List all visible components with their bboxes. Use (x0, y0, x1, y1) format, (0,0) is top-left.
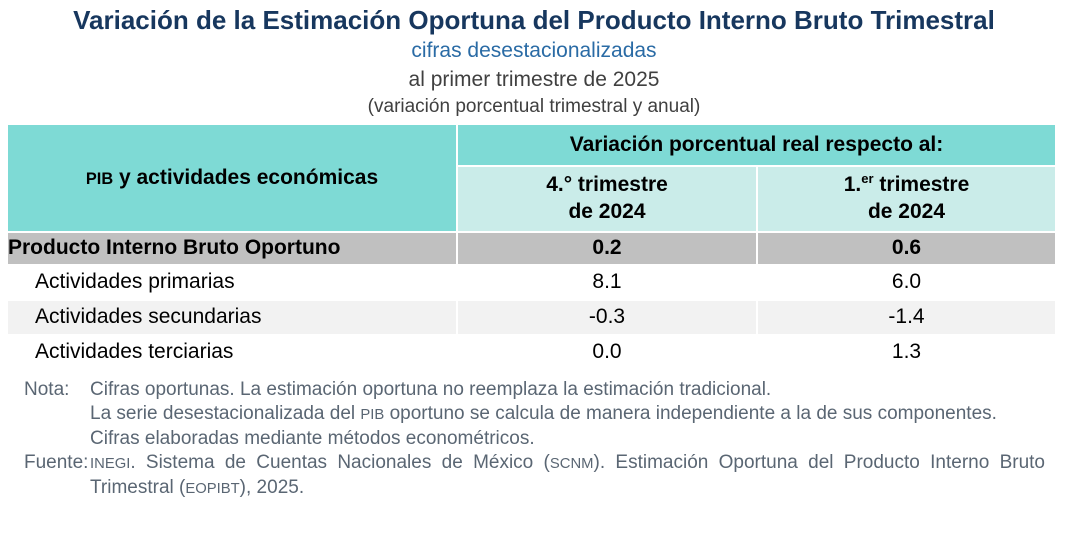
row-label: Actividades terciarias (8, 333, 457, 369)
fuente-text-a6: ), 2025. (239, 476, 305, 498)
value-vs-q1: -1.4 (755, 298, 1056, 335)
table-row-terciarias: Actividades terciarias 0.0 1.3 (8, 333, 1056, 369)
header-block: Variación de la Estimación Oportuna del … (0, 5, 1068, 118)
table-row-secundarias: Actividades secundarias -0.3 -1.4 (8, 298, 1056, 335)
value-vs-q4: 0.0 (456, 333, 757, 369)
pib-acronym: PIB (85, 169, 114, 188)
value-vs-q4: 0.2 (456, 230, 757, 265)
fuente-body: INEGI. Sistema de Cuentas Nacionales de … (90, 451, 1045, 501)
stub-header-text: y actividades económicas (113, 165, 379, 189)
pib-acronym: PIB (360, 406, 385, 423)
note-line-2-a: La serie desestacionalizada del (90, 402, 361, 424)
value-vs-q1: 6.0 (755, 263, 1056, 300)
table-header-row-cols: 4.° trimestre de 2024 1.er trimestre de 20… (8, 165, 1056, 232)
col-header-vs-q1-2024: 1.er trimestre de 2024 (755, 165, 1056, 232)
q1-ordinal-sup: er (861, 171, 874, 187)
note-line-2-b: oportuno se calcula de manera independie… (384, 402, 997, 424)
fuente-label: Fuente: (24, 451, 89, 473)
fuente-text-a4: ). Estimación Oportuna del Producto Inte… (90, 451, 1045, 498)
value-vs-q4: -0.3 (456, 298, 757, 335)
note-line-1: Cifras oportunas. La estimación oportuna… (90, 378, 772, 400)
table-header-row-group: PIB y actividades económicas Variación p… (8, 124, 1056, 232)
table-row-pib-oportuno: Producto Interno Bruto Oportuno 0.2 0.6 (8, 230, 1056, 265)
group-header-cell: Variación porcentual real respecto al: (455, 124, 1056, 167)
value-vs-q1: 0.6 (755, 230, 1056, 265)
nota-label: Nota: (24, 378, 70, 400)
note-line-3: Cifras elaboradas mediante métodos econo… (90, 427, 535, 449)
scnm-acronym: SCNM (549, 455, 594, 472)
eopibt-acronym: EOPIBT (185, 480, 240, 497)
row-label: Producto Interno Bruto Oportuno (8, 230, 457, 265)
row-label: Actividades secundarias (8, 298, 457, 335)
page-title: Variación de la Estimación Oportuna del … (73, 5, 995, 35)
q1-num: 1. (843, 173, 862, 197)
note-line-2: La serie desestacionalizada del PIB opor… (90, 402, 1045, 427)
notes-section: Nota: Cifras oportunas. La estimación op… (24, 378, 1045, 501)
q4-line1: 4.° trimestre (546, 173, 668, 197)
fuente-text: INEGI. Sistema de Cuentas Nacionales de … (90, 451, 1045, 501)
fuente-text-a2: . Sistema de Cuentas Nacionales de Méxic… (130, 451, 550, 473)
subtitle-period: al primer trimestre de 2025 (408, 67, 660, 91)
value-vs-q1: 1.3 (755, 333, 1056, 369)
subtitle-units: (variación porcentual trimestral y anual… (367, 95, 701, 117)
q4-line2: de 2024 (568, 199, 646, 223)
row-label: Actividades primarias (8, 263, 457, 300)
fuente-block: Fuente: INEGI. Sistema de Cuentas Nacion… (24, 451, 1045, 501)
nota-body: Cifras oportunas. La estimación oportuna… (90, 378, 1045, 451)
table-row-primarias: Actividades primarias 8.1 6.0 (8, 263, 1056, 300)
q1-rest: trimestre (873, 173, 970, 197)
col-header-vs-q4-2024: 4.° trimestre de 2024 (456, 165, 757, 232)
subtitle-deseasonalized: cifras desestacionalizadas (411, 38, 657, 62)
inegi-acronym: INEGI (90, 455, 131, 472)
q1-line2: de 2024 (867, 199, 946, 223)
pib-variation-table: PIB y actividades económicas Variación p… (8, 124, 1056, 369)
stub-header-cell: PIB y actividades económicas (8, 124, 457, 232)
value-vs-q4: 8.1 (456, 263, 757, 300)
nota-block: Nota: Cifras oportunas. La estimación op… (24, 378, 1045, 451)
